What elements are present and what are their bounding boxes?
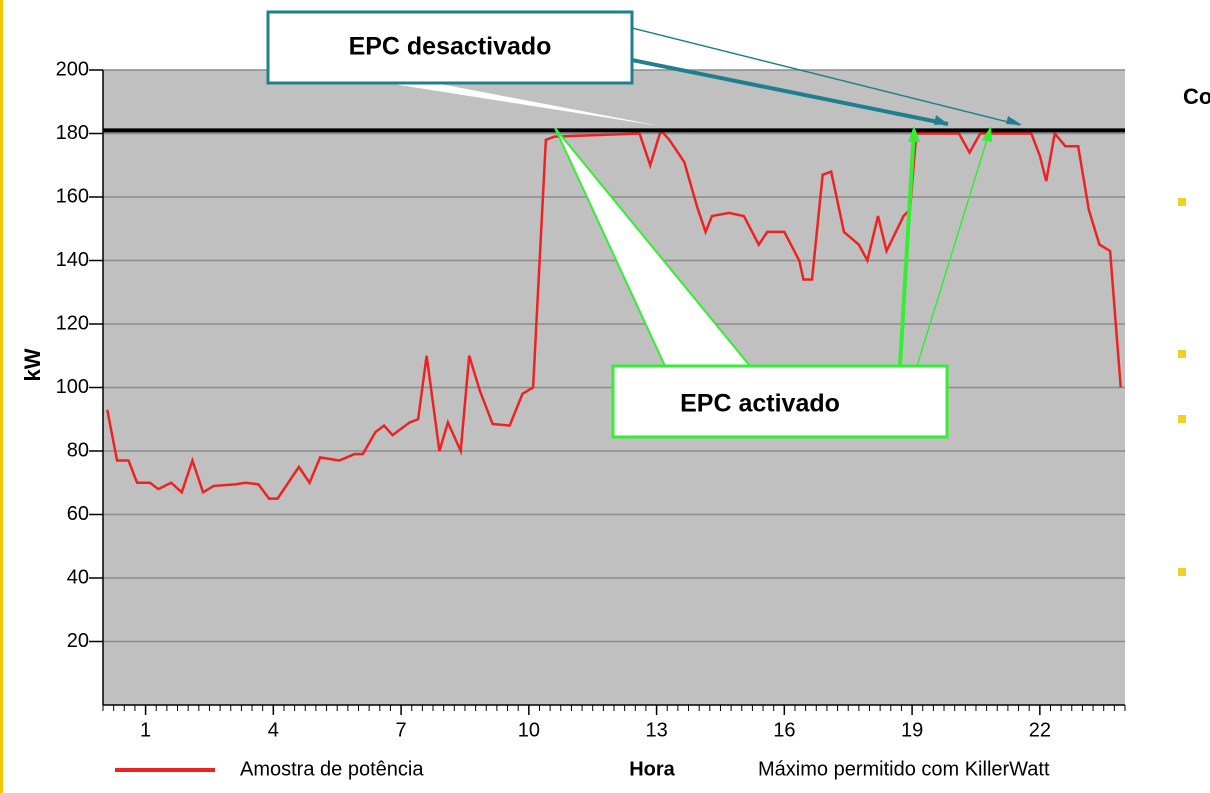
callout-arrow (631, 58, 949, 126)
x-tick-label: 13 (645, 719, 667, 741)
x-axis-label: Hora (629, 758, 675, 780)
y-tick-label: 80 (67, 439, 89, 461)
x-tick-label: 22 (1029, 719, 1051, 741)
y-tick-label: 160 (56, 185, 89, 207)
y-tick-label: 180 (56, 122, 89, 144)
y-tick-label: 60 (67, 503, 89, 525)
bullet (1178, 350, 1186, 358)
callout-box (266, 10, 634, 85)
callout-arrowhead (1006, 116, 1022, 125)
callout-arrowhead (934, 115, 948, 125)
callout-pointer (380, 82, 660, 126)
y-tick-label: 20 (67, 630, 89, 652)
x-tick-label: 7 (396, 719, 407, 741)
callout-arrowhead (908, 126, 920, 142)
callout-box (611, 364, 949, 439)
annotation: EPC desactivado (349, 33, 552, 61)
bullet (1178, 198, 1186, 206)
annotation: EPC activado (680, 390, 840, 418)
left-border (0, 0, 3, 793)
side-heading: Co (1183, 84, 1210, 109)
data-line (106, 127, 1122, 500)
callout-arrow (631, 27, 1021, 126)
callout-arrow (916, 129, 991, 367)
y-tick-label: 200 (56, 58, 89, 80)
x-tick-label: 4 (268, 719, 279, 741)
callout-arrowhead (982, 126, 992, 142)
legend-label: Máximo permitido com KillerWatt (758, 758, 1050, 780)
y-tick-label: 140 (56, 249, 89, 271)
legend-label: Amostra de potência (240, 758, 424, 780)
x-tick-label: 10 (518, 719, 540, 741)
x-tick-label: 1 (140, 719, 151, 741)
y-axis-label: kW (20, 348, 45, 381)
callout-arrow (898, 129, 916, 367)
bullet (1178, 415, 1186, 423)
x-tick-label: 19 (901, 719, 923, 741)
bullet (1178, 568, 1186, 576)
y-tick-label: 120 (56, 312, 89, 334)
x-tick-label: 16 (773, 719, 795, 741)
y-tick-label: 40 (67, 566, 89, 588)
y-tick-label: 100 (56, 376, 89, 398)
